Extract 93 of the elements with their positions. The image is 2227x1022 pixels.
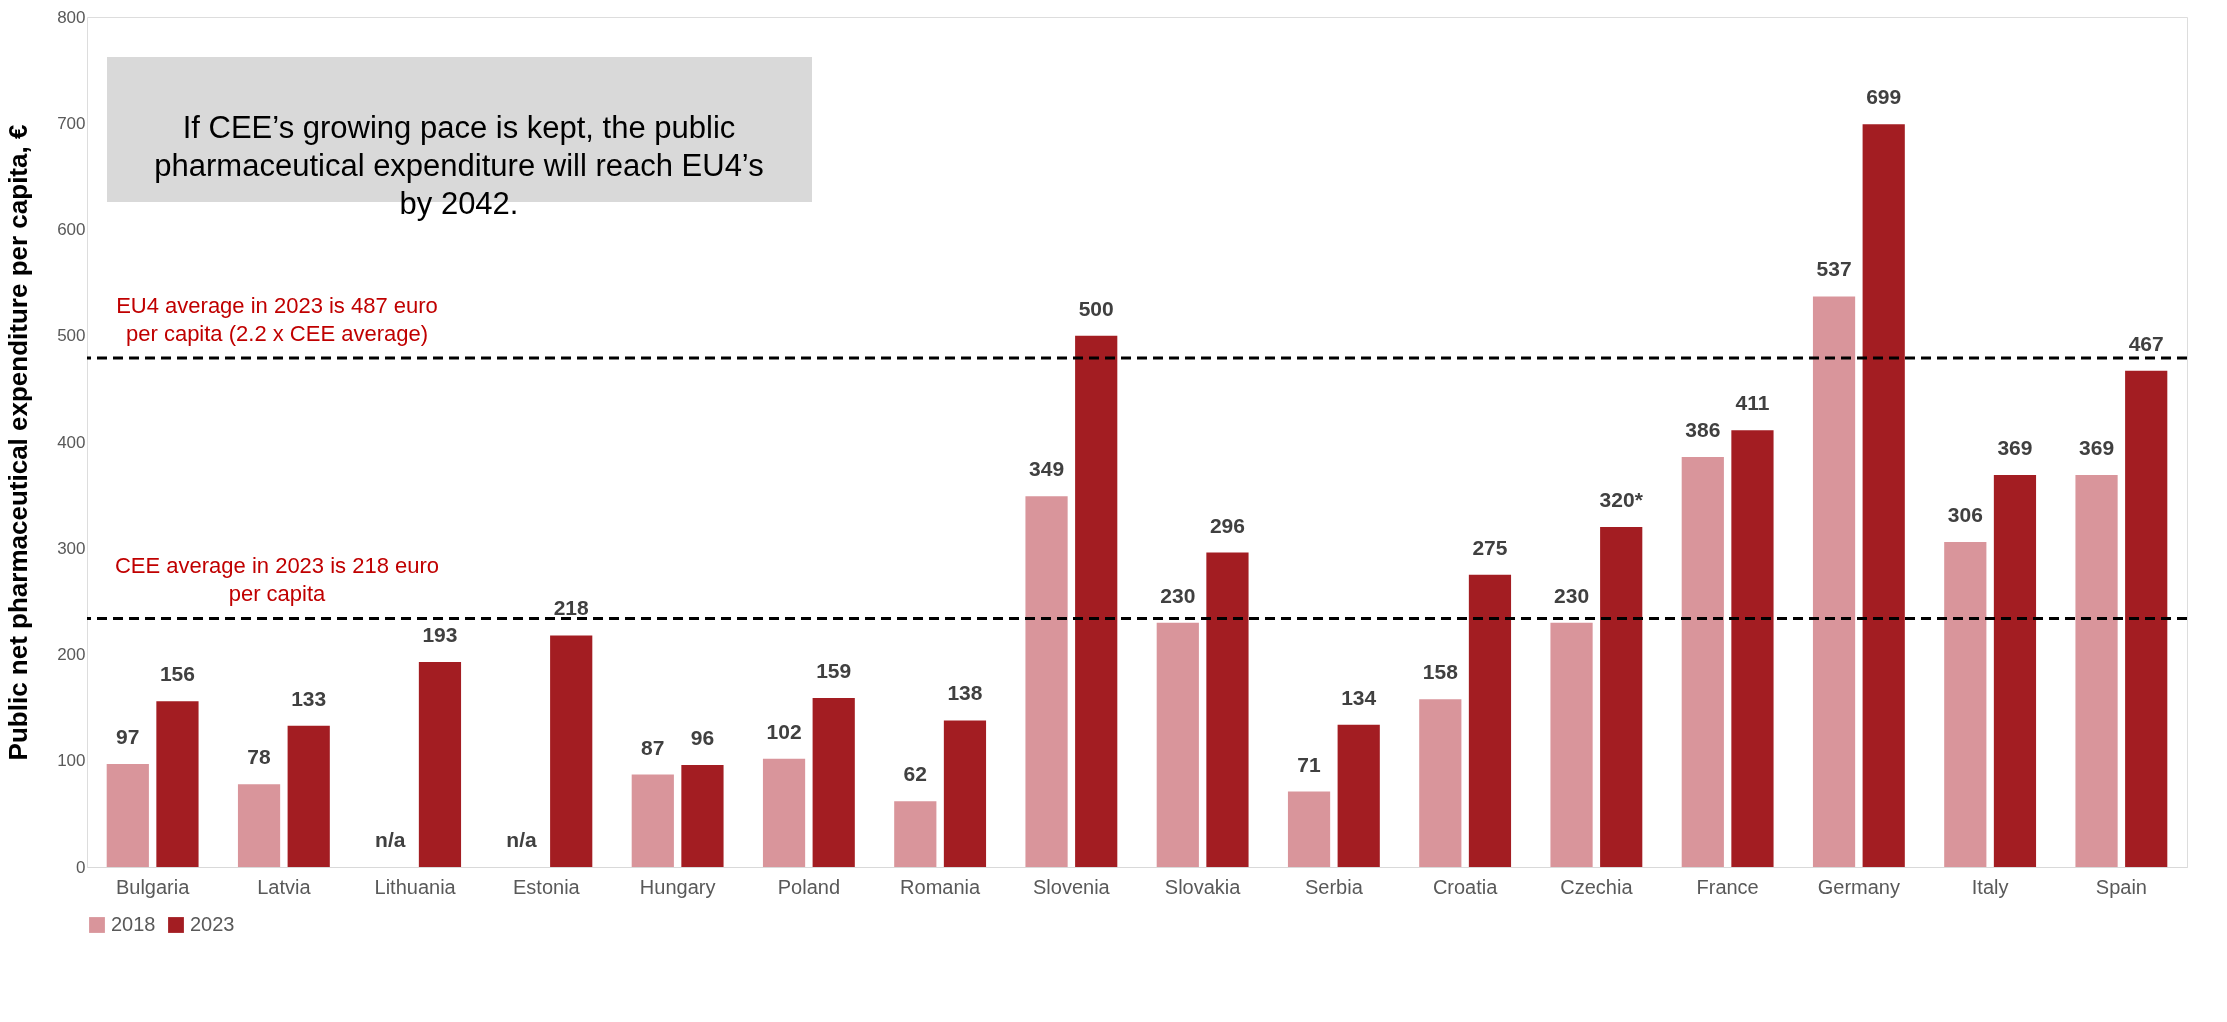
data-label: 102 [766, 719, 802, 743]
bar [1156, 622, 1199, 867]
x-tick-label: Italy [1971, 875, 2009, 898]
data-label: 369 [1997, 435, 2033, 459]
bar [1862, 124, 1905, 867]
bar [1600, 527, 1643, 867]
data-label: 159 [816, 659, 852, 683]
data-label: 133 [291, 686, 327, 710]
x-tick-label: Spain [2095, 875, 2147, 898]
x-tick-label: Hungary [639, 875, 716, 898]
bar [1468, 574, 1512, 867]
bar [943, 720, 987, 867]
data-label: 156 [159, 662, 195, 686]
data-label: 230 [1554, 583, 1590, 607]
ref-line-label: CEE average in 2023 is 218 euro per capita [114, 553, 440, 607]
y-tick-label: 800 [57, 7, 86, 27]
y-tick-label: 500 [57, 326, 86, 346]
ref-line-label: EU4 average in 2023 is 487 euro per capita (2.2 x CEE average) [116, 293, 438, 347]
bar [237, 784, 281, 867]
x-tick-label: Slovakia [1164, 875, 1242, 898]
bar [1944, 541, 1987, 867]
data-label: 411 [1735, 391, 1770, 415]
data-label: 138 [947, 681, 983, 705]
x-tick-label: Romania [900, 875, 982, 898]
x-tick-label: Lithuania [374, 875, 457, 898]
x-tick-label: Estonia [513, 875, 581, 898]
x-tick-label: Bulgaria [115, 875, 191, 898]
bar [1287, 791, 1331, 867]
data-label: 500 [1078, 296, 1114, 320]
data-label: 71 [1297, 752, 1322, 776]
y-tick-label: 400 [57, 432, 86, 452]
data-label: 193 [422, 622, 458, 646]
x-tick-label: Serbia [1304, 875, 1364, 898]
bar [1812, 296, 1856, 867]
x-tick-label: Slovenia [1033, 875, 1111, 898]
bar [681, 765, 724, 867]
bar [1419, 699, 1462, 867]
bar [1550, 622, 1593, 867]
data-label: 349 [1029, 457, 1065, 481]
bar [1993, 474, 2037, 867]
bar [631, 774, 674, 867]
y-tick-label: 600 [57, 220, 86, 239]
data-label: 96 [690, 726, 715, 749]
data-label: 97 [116, 724, 140, 748]
data-label: 87 [641, 735, 665, 759]
x-tick-label: Germany [1817, 875, 1900, 898]
bar [550, 635, 593, 867]
data-label: 699 [1866, 85, 1902, 109]
y-tick-label: 0 [76, 857, 86, 877]
bar [287, 725, 330, 867]
bar [156, 701, 199, 867]
bar [106, 763, 149, 867]
x-tick-label: Croatia [1432, 875, 1499, 898]
bar [1681, 456, 1724, 867]
bar [2125, 370, 2168, 867]
x-tick-label: Latvia [257, 875, 312, 898]
bar [1025, 496, 1068, 867]
y-tick-label: 100 [57, 751, 86, 771]
data-label: 78 [247, 745, 272, 769]
x-tick-label: France [1696, 875, 1759, 898]
y-tick-label: 700 [57, 113, 86, 133]
bar [1206, 552, 1249, 867]
data-label: 158 [1422, 660, 1459, 684]
data-label: 218 [553, 596, 590, 620]
data-label: 306 [1947, 502, 1983, 526]
data-label: 62 [903, 762, 927, 786]
bar [812, 698, 855, 867]
y-axis-title: Public net pharmaceutical expenditure per capita, € [3, 124, 34, 761]
bar [1731, 430, 1774, 867]
data-label: 296 [1209, 513, 1245, 537]
x-tick-label: Czechia [1560, 875, 1634, 898]
text: n/a [506, 828, 537, 851]
y-tick-label: 300 [57, 538, 86, 558]
data-label: 467 [2128, 331, 2164, 355]
bar [1075, 335, 1118, 867]
bar [894, 801, 937, 867]
data-label: 275 [1472, 535, 1508, 559]
bar [2075, 474, 2118, 867]
data-label: 369 [2079, 435, 2115, 459]
data-label: 386 [1685, 417, 1721, 441]
data-label: 537 [1816, 257, 1852, 281]
legend-label: 2023 [190, 913, 235, 935]
text: n/a [375, 828, 406, 851]
legend-label: 2018 [111, 913, 156, 935]
bar [1337, 724, 1380, 867]
x-tick-label: Poland [777, 875, 841, 898]
annotation: If CEE’s growing pace is kept, the public pharmaceutical expenditure will reach EU4’s by 2042. [154, 110, 764, 221]
bar [762, 758, 806, 867]
data-label: 134 [1341, 685, 1377, 709]
bar [418, 661, 462, 867]
y-tick-label: 200 [57, 645, 86, 664]
data-label: 320* [1599, 488, 1644, 511]
data-label: 230 [1160, 583, 1196, 607]
